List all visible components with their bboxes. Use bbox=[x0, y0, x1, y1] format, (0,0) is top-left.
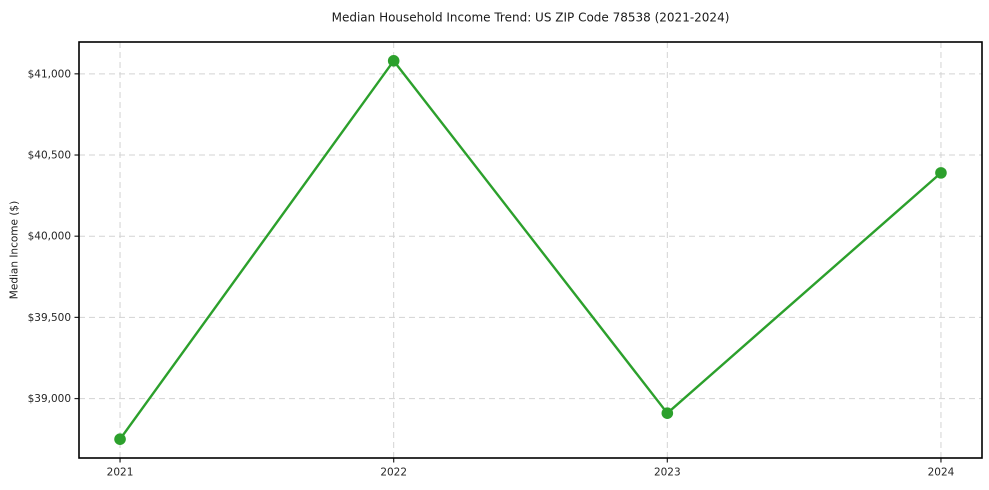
plot-border bbox=[78, 41, 983, 459]
chart-title: Median Household Income Trend: US ZIP Co… bbox=[332, 11, 730, 25]
data-point-2024 bbox=[935, 167, 947, 179]
x-tick-label: 2024 bbox=[928, 467, 955, 479]
axis-ticks: 2021 2022 2023 2024 $39,000 $39,500 $40,000 $40… bbox=[28, 68, 955, 478]
data-point-2021 bbox=[114, 433, 126, 445]
y-tick-label: $41,000 bbox=[28, 68, 71, 80]
y-tick-label: $40,500 bbox=[28, 150, 71, 162]
data-point-2023 bbox=[661, 407, 674, 419]
x-tick-label: 2021 bbox=[107, 467, 134, 479]
y-axis-label: Median Income ($) bbox=[9, 201, 21, 299]
trend-line bbox=[118, 59, 943, 441]
x-tick-label: 2022 bbox=[380, 467, 407, 479]
x-tick-label: 2023 bbox=[654, 467, 681, 479]
y-tick-label: $40,000 bbox=[28, 231, 71, 243]
data-point-2022 bbox=[387, 55, 400, 67]
series-layer bbox=[114, 55, 947, 445]
grid-lines bbox=[79, 42, 982, 458]
y-tick-label: $39,000 bbox=[28, 393, 71, 405]
y-tick-label: $39,500 bbox=[28, 312, 71, 324]
